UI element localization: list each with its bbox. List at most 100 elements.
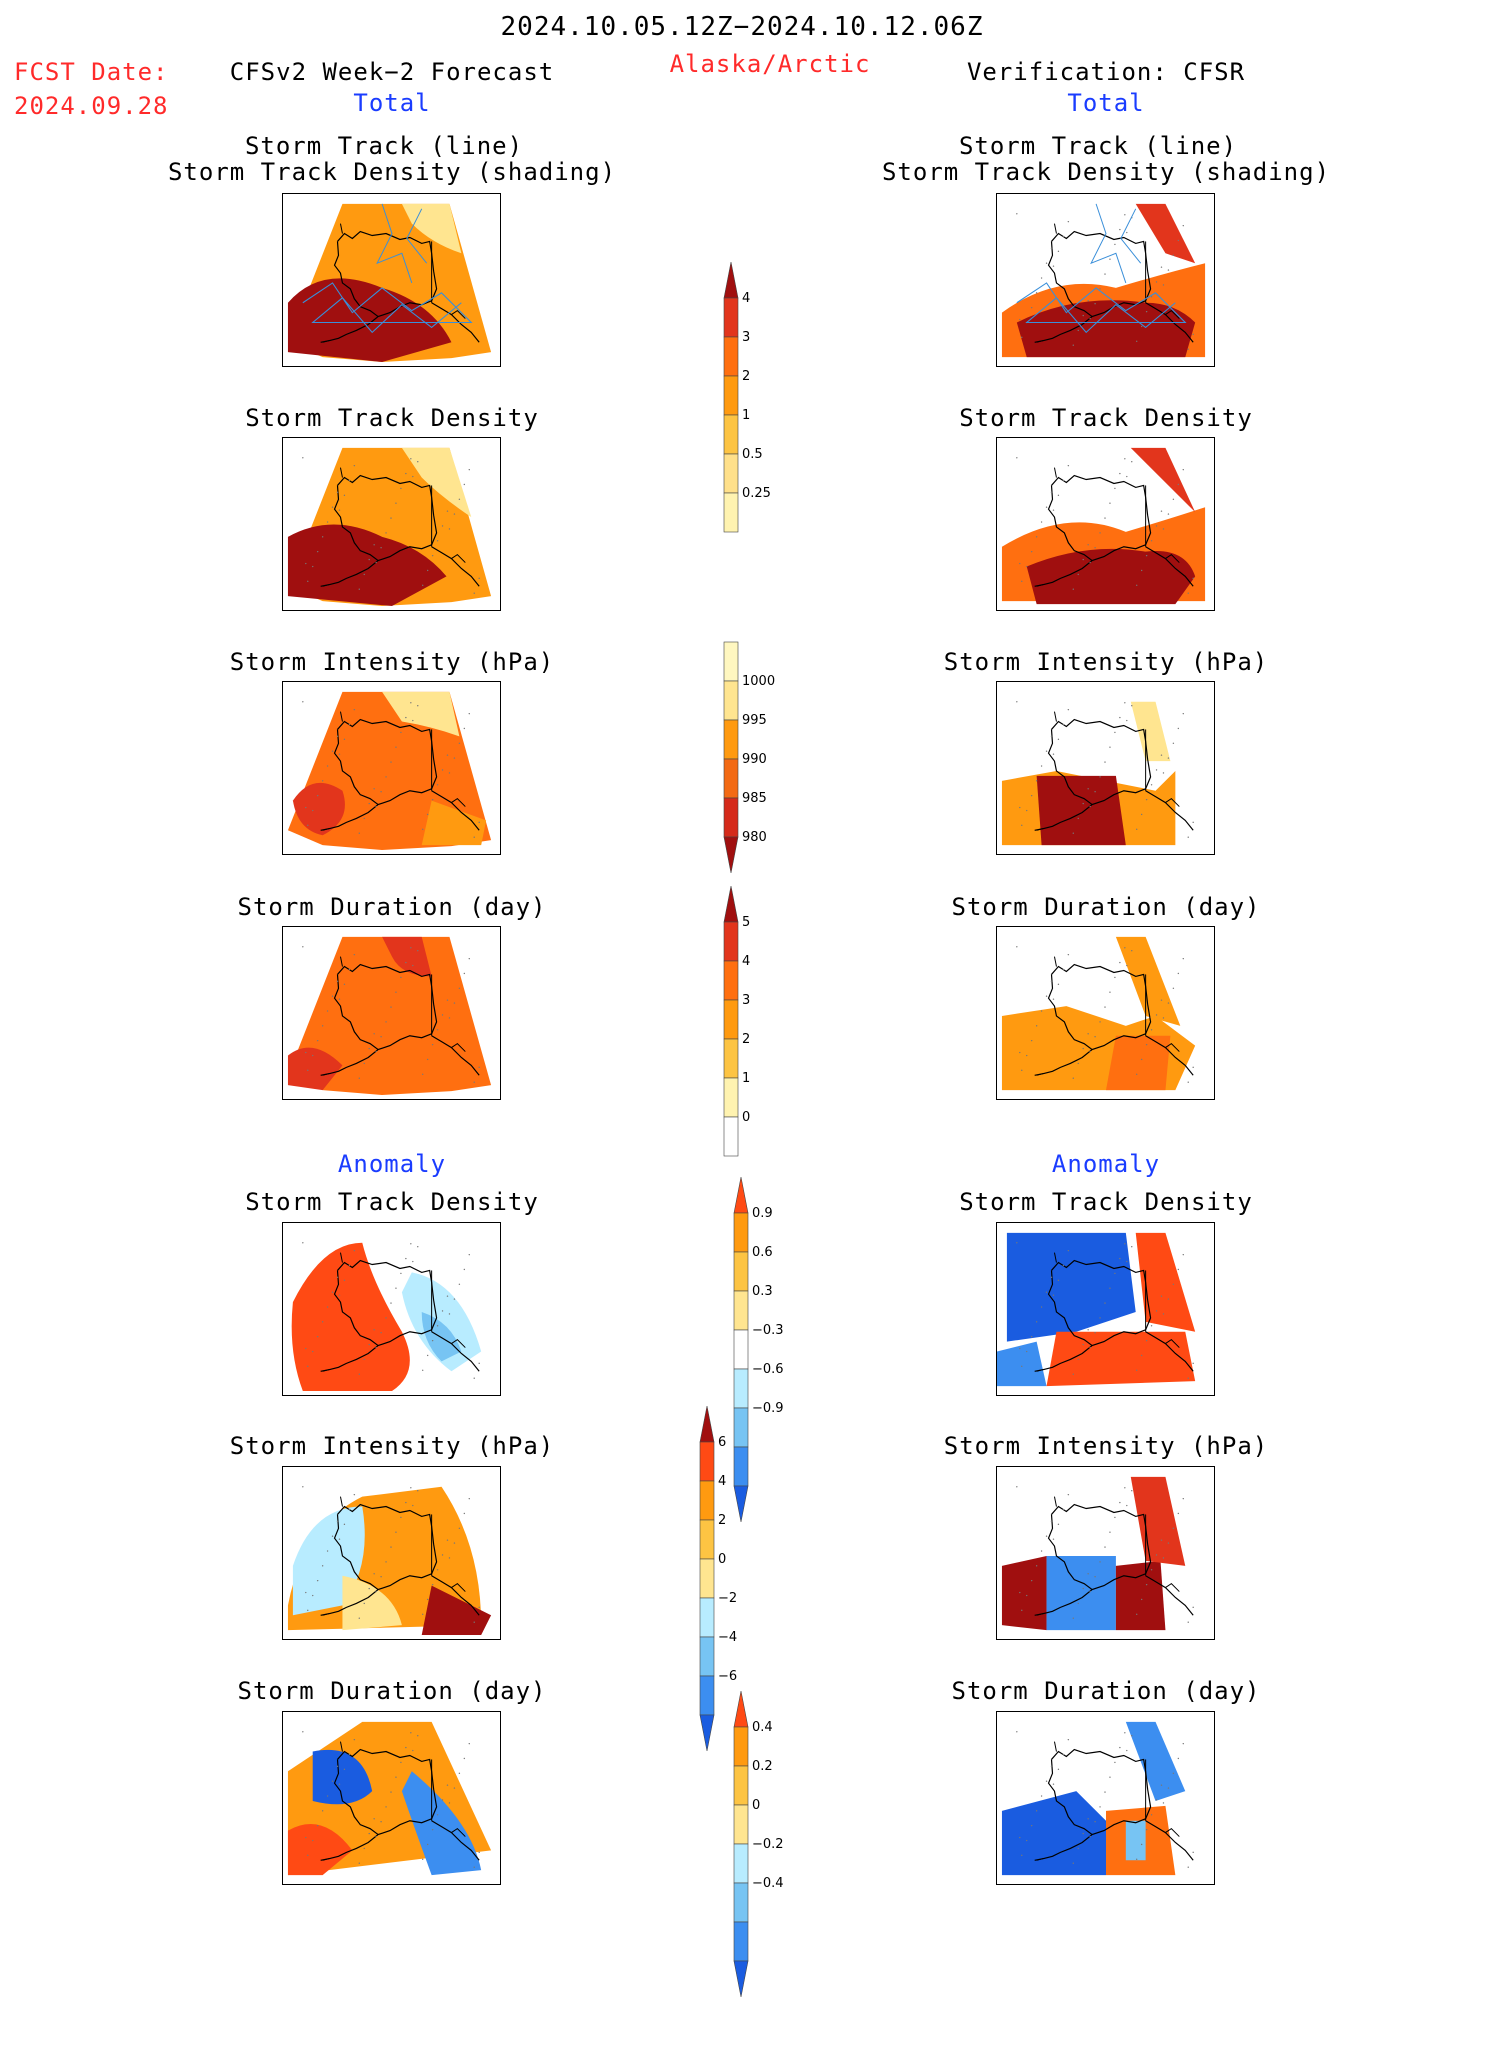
colorbar-anom-intensity: 6 4 2 0 −2 −4 −6	[699, 1405, 780, 1817]
colorbar-tick-label: 0	[752, 1798, 760, 1813]
map-field	[287, 1486, 492, 1636]
map-field	[1001, 203, 1206, 358]
colorbar-segment	[723, 414, 739, 455]
colorbar-segment	[723, 836, 739, 874]
colorbar-segment	[723, 375, 739, 416]
map-field	[1001, 936, 1196, 1091]
colorbar-tick-label: 0.4	[752, 1720, 773, 1735]
map-fcst-track-density	[282, 437, 501, 611]
colorbar-duration: 5 4 3 2 1 0	[723, 885, 804, 1219]
map-verif-anom-intensity	[996, 1466, 1215, 1640]
map-field	[287, 203, 492, 363]
colorbar-tick-label: 1000	[742, 674, 775, 689]
map-field	[1001, 1721, 1194, 1876]
colorbar-segment	[733, 1212, 749, 1253]
colorbar-segment	[723, 1116, 739, 1157]
colorbar-svg: 6 4 2 0 −2 −4 −6	[699, 1405, 737, 1752]
map-fcst-track-shading	[282, 193, 501, 367]
colorbar-tick-label: 0.5	[742, 447, 763, 462]
left-title-duration: Storm Duration (day)	[237, 893, 547, 921]
colorbar-segment	[733, 1176, 749, 1214]
colorbar-segment	[733, 1329, 749, 1370]
colorbar-tick-label: 0.25	[742, 486, 771, 501]
fcst-date-value: 2024.09.28	[14, 92, 169, 120]
colorbar-intensity: 1000 995 990 985 980	[723, 641, 804, 936]
period-title: 2024.10.05.12Z−2024.10.12.06Z	[500, 12, 984, 42]
left-column-title: CFSv2 Week−2 Forecast	[229, 58, 555, 86]
left-title-track-density: Storm Track Density	[245, 404, 539, 432]
colorbar-tick-label: 985	[742, 791, 767, 806]
left-title-track-shading: Storm Track Density (shading)	[167, 158, 617, 186]
colorbar-segment	[723, 453, 739, 494]
colorbar-segment	[723, 960, 739, 1001]
map-field	[1001, 447, 1206, 605]
colorbar-segment	[723, 297, 739, 338]
fcst-date-label: FCST Date:	[14, 58, 169, 86]
colorbar-tick-label: −0.3	[752, 1323, 784, 1338]
colorbar-segment	[723, 719, 739, 760]
colorbar-segment	[723, 999, 739, 1040]
colorbar-tick-label: −0.2	[752, 1837, 784, 1852]
map-verif-track-density	[996, 437, 1215, 611]
right-title-track-line: Storm Track (line)	[958, 132, 1238, 160]
colorbar-segment	[733, 1765, 749, 1806]
colorbar-anom-density: 0.9 0.6 0.3 −0.3 −0.6 −0.9	[733, 1176, 814, 1588]
colorbar-segment	[733, 1726, 749, 1767]
colorbar-segment	[699, 1597, 715, 1638]
colorbar-segment	[699, 1714, 715, 1752]
colorbar-tick-label: −0.6	[752, 1362, 784, 1377]
colorbar-tick-label: 990	[742, 752, 767, 767]
colorbar-segment	[699, 1519, 715, 1560]
colorbar-tick-label: 0.3	[752, 1284, 773, 1299]
colorbar-tick-label: 6	[718, 1435, 726, 1450]
map-field	[287, 1721, 492, 1876]
colorbar-segment	[723, 680, 739, 721]
right-title-track-shading: Storm Track Density (shading)	[881, 158, 1331, 186]
colorbar-segment	[723, 921, 739, 962]
colorbar-segment	[723, 641, 739, 682]
colorbar-track-density: 4 3 2 1 0.5 0.25	[723, 261, 804, 595]
colorbar-tick-label: 3	[742, 993, 750, 1008]
colorbar-segment	[699, 1558, 715, 1599]
right-total-label: Total	[1067, 89, 1145, 117]
colorbar-tick-label: 0.2	[752, 1759, 773, 1774]
colorbar-segment	[699, 1405, 715, 1443]
colorbar-tick-label: 0.9	[752, 1206, 773, 1221]
left-title-anom-intensity: Storm Intensity (hPa)	[229, 1432, 555, 1460]
colorbar-segment	[723, 758, 739, 799]
colorbar-svg: 0.4 0.2 0 −0.2 −0.4	[733, 1690, 784, 1998]
colorbar-segment	[733, 1921, 749, 1962]
region-label: Alaska/Arctic	[669, 50, 871, 78]
colorbar-segment	[733, 1485, 749, 1523]
colorbar-segment	[723, 797, 739, 838]
map-verif-anom-density	[996, 1222, 1215, 1396]
left-title-intensity: Storm Intensity (hPa)	[229, 648, 555, 676]
colorbar-tick-label: 0.6	[752, 1245, 773, 1260]
map-field	[1001, 1476, 1194, 1631]
map-fcst-anom-density	[282, 1222, 501, 1396]
colorbar-tick-label: 995	[742, 713, 767, 728]
colorbar-segment	[733, 1290, 749, 1331]
right-column-title: Verification: CFSR	[966, 58, 1246, 86]
colorbar-tick-label: 5	[742, 915, 750, 930]
colorbar-segment	[733, 1690, 749, 1728]
colorbar-tick-label: 0	[718, 1552, 726, 1567]
colorbar-tick-label: 1	[742, 408, 750, 423]
colorbar-tick-label: −6	[718, 1669, 737, 1684]
colorbar-tick-label: −0.4	[752, 1876, 784, 1891]
left-total-label: Total	[353, 89, 431, 117]
colorbar-segment	[699, 1636, 715, 1677]
map-fcst-intensity	[282, 681, 501, 855]
colorbar-tick-label: 2	[742, 1032, 750, 1047]
map-verif-intensity	[996, 681, 1215, 855]
colorbar-segment	[699, 1675, 715, 1716]
map-fcst-anom-intensity	[282, 1466, 501, 1640]
map-field	[287, 691, 492, 851]
colorbar-segment	[723, 261, 739, 299]
colorbar-segment	[699, 1441, 715, 1482]
left-title-anom-duration: Storm Duration (day)	[237, 1677, 547, 1705]
colorbar-tick-label: −4	[718, 1630, 737, 1645]
map-fcst-duration	[282, 926, 501, 1100]
right-title-anom-intensity: Storm Intensity (hPa)	[943, 1432, 1269, 1460]
colorbar-segment	[733, 1960, 749, 1998]
